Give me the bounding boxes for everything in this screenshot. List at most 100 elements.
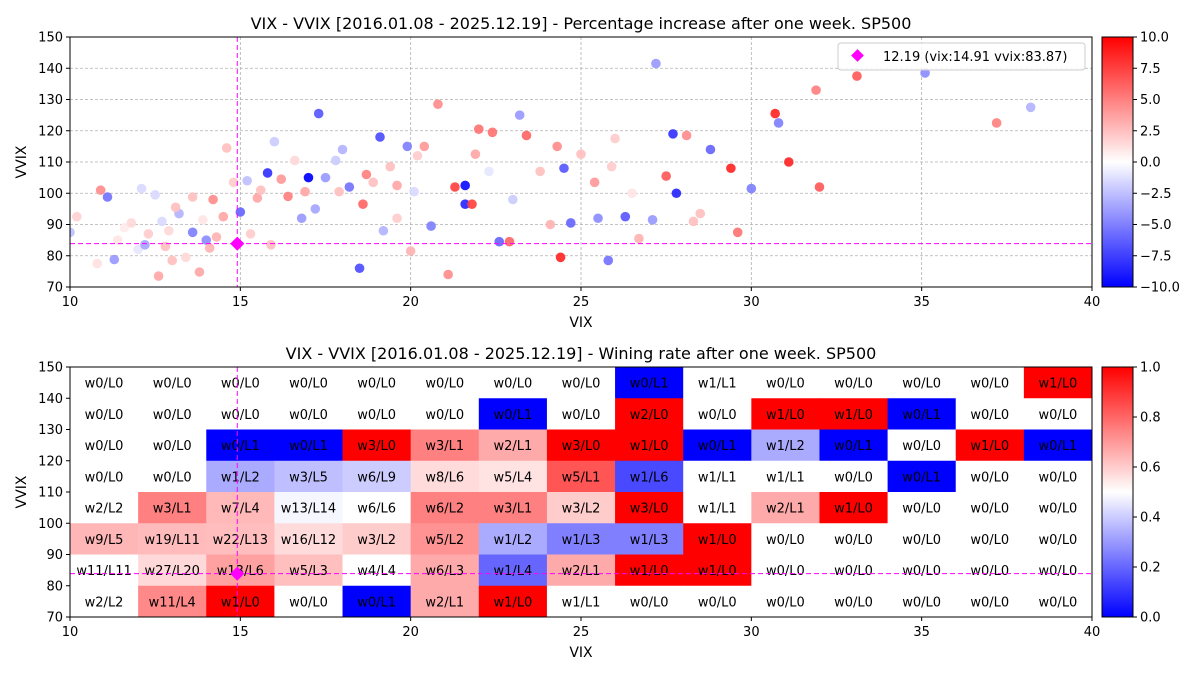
heatmap-cell-label: w3/L5 bbox=[289, 470, 328, 485]
y-tick-label: 70 bbox=[46, 281, 63, 296]
heatmap-cell-label: w6/L3 bbox=[425, 564, 464, 579]
scatter-point bbox=[150, 190, 160, 200]
heatmap-cell-label: w13/L14 bbox=[281, 502, 336, 517]
heatmap-cell bbox=[615, 492, 684, 524]
heatmap-cell-label: w0/L0 bbox=[834, 595, 873, 610]
heatmap-cell bbox=[274, 367, 343, 399]
y-tick-label: 80 bbox=[46, 579, 63, 594]
heatmap-cell-label: w0/L0 bbox=[153, 470, 192, 485]
scatter-point bbox=[194, 267, 205, 277]
heatmap-cell-label: w1/L1 bbox=[698, 377, 737, 392]
heatmap-cell bbox=[955, 492, 1025, 524]
heatmap-cell bbox=[206, 492, 275, 524]
heatmap-cell bbox=[1023, 523, 1092, 555]
heatmap-cell-label: w0/L0 bbox=[630, 595, 669, 610]
heatmap-cell-label: w1/L0 bbox=[698, 533, 737, 548]
heatmap-cell bbox=[683, 398, 752, 430]
heatmap-cell bbox=[546, 429, 616, 462]
heatmap-cell-label: w0/L0 bbox=[153, 377, 192, 392]
heatmap-cell bbox=[70, 460, 139, 493]
heatmap-cell bbox=[410, 398, 480, 430]
colorbar-tick-label: 1.0 bbox=[1140, 361, 1161, 376]
scatter-point bbox=[732, 227, 743, 238]
chart2-colorbar bbox=[1101, 366, 1134, 618]
heatmap-cell bbox=[887, 460, 957, 493]
heatmap-cell-label: w1/L0 bbox=[766, 408, 805, 423]
heatmap-cell-label: w2/L1 bbox=[425, 595, 464, 610]
scatter-point bbox=[705, 144, 716, 155]
colorbar-tick-label: −10.0 bbox=[1140, 281, 1180, 296]
heatmap-cell bbox=[819, 585, 888, 617]
heatmap-cell-label: w2/L2 bbox=[85, 502, 124, 517]
heatmap-cell bbox=[410, 554, 480, 587]
heatmap-cell-label: w2/L2 bbox=[85, 595, 124, 610]
scatter-point bbox=[354, 263, 365, 274]
heatmap-cell bbox=[751, 585, 820, 617]
heatmap-cell-label: w0/L0 bbox=[834, 533, 873, 548]
heatmap-cell-label: w1/L4 bbox=[493, 564, 532, 579]
heatmap-cell-label: w0/L0 bbox=[221, 377, 260, 392]
scatter-point bbox=[811, 85, 821, 95]
heatmap-cell-label: w0/L0 bbox=[970, 408, 1009, 423]
heatmap-cell-label: w0/L0 bbox=[85, 439, 124, 454]
scatter-point bbox=[508, 194, 518, 205]
heatmap-cell bbox=[955, 523, 1025, 555]
x-tick-label: 30 bbox=[743, 625, 760, 640]
heatmap-cell bbox=[819, 460, 888, 493]
heatmap-cell-label: w1/L0 bbox=[630, 564, 669, 579]
scatter-point bbox=[187, 192, 198, 202]
heatmap-cell bbox=[70, 367, 139, 399]
heatmap-cell bbox=[751, 429, 820, 462]
y-tick-label: 150 bbox=[38, 31, 63, 46]
scatter-point bbox=[484, 166, 494, 177]
scatter-point bbox=[119, 222, 130, 233]
scatter-point bbox=[470, 149, 481, 159]
scatter-point bbox=[433, 99, 443, 109]
chart1-x-ticks: 10 15 20 25 30 35 40 bbox=[62, 287, 1100, 310]
colorbar-tick-label: −2.5 bbox=[1140, 187, 1172, 202]
scatter-point bbox=[228, 177, 239, 188]
heatmap-cell-label: w0/L1 bbox=[357, 595, 396, 610]
heatmap-cell-label: w1/L1 bbox=[562, 595, 601, 610]
x-tick-label: 35 bbox=[913, 625, 930, 640]
heatmap-cell-label: w2/L1 bbox=[766, 502, 805, 517]
scatter-point bbox=[773, 118, 784, 128]
heatmap-cell bbox=[546, 367, 616, 399]
scatter-point bbox=[661, 171, 671, 181]
scatter-point bbox=[409, 186, 419, 197]
heatmap-cell-label: w0/L0 bbox=[289, 377, 328, 392]
heatmap-chart: VIX - VVIX [2016.01.08 - 2025.12.19] - W… bbox=[14, 344, 1161, 661]
heatmap-cell bbox=[274, 460, 343, 493]
heatmap-cell bbox=[478, 429, 548, 462]
heatmap-cell-label: w3/L1 bbox=[425, 439, 464, 454]
colorbar-tick-label: 0.0 bbox=[1140, 156, 1161, 171]
heatmap-cell bbox=[887, 523, 957, 555]
heatmap-cell bbox=[887, 554, 957, 587]
heatmap-cell-label: w3/L2 bbox=[357, 533, 396, 548]
heatmap-cell bbox=[546, 554, 616, 587]
scatter-point bbox=[450, 182, 460, 192]
scatter-point bbox=[266, 240, 276, 250]
heatmap-cell-label: w0/L0 bbox=[85, 408, 124, 423]
heatmap-cell bbox=[955, 460, 1025, 493]
heatmap-cell bbox=[887, 585, 957, 617]
heatmap-cell-label: w0/L1 bbox=[221, 439, 260, 454]
heatmap-cell bbox=[955, 367, 1025, 399]
current-point-marker bbox=[230, 566, 245, 581]
chart1-current-markers bbox=[70, 37, 1092, 287]
heatmap-cell bbox=[683, 460, 752, 493]
heatmap-cell bbox=[955, 429, 1025, 462]
heatmap-cell bbox=[819, 398, 888, 430]
x-tick-label: 20 bbox=[402, 295, 419, 310]
heatmap-cell bbox=[887, 492, 957, 524]
heatmap-cell bbox=[342, 460, 412, 493]
heatmap-cell-label: w2/L1 bbox=[562, 564, 601, 579]
heatmap-cell bbox=[70, 585, 139, 617]
x-tick-label: 40 bbox=[1084, 625, 1101, 640]
heatmap-cell bbox=[478, 460, 548, 493]
heatmap-cell bbox=[70, 492, 139, 524]
heatmap-cell bbox=[274, 398, 343, 430]
scatter-point bbox=[344, 182, 355, 192]
scatter-point bbox=[300, 186, 310, 197]
heatmap-cell bbox=[683, 585, 752, 617]
